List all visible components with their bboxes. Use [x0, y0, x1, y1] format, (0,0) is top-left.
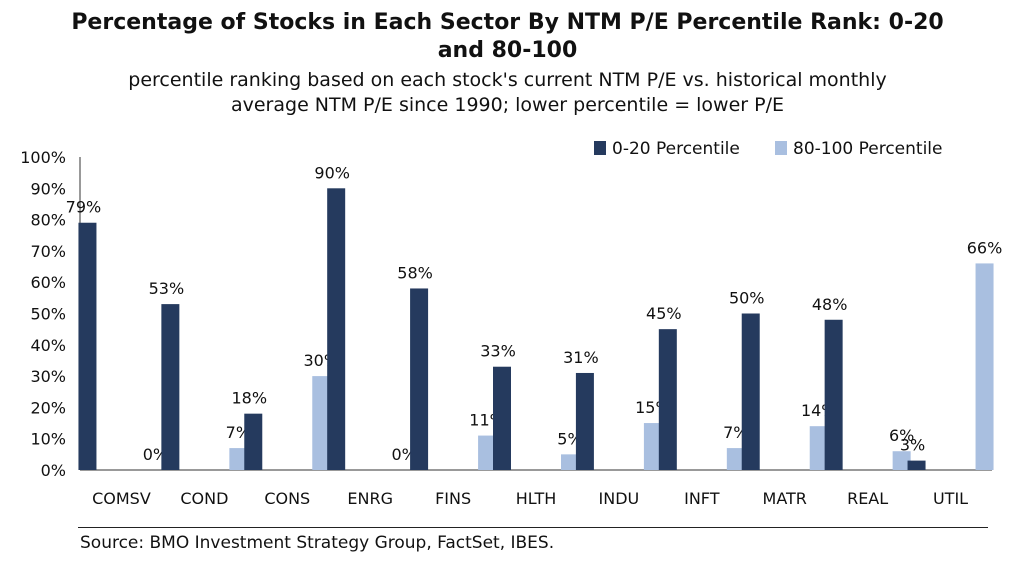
- bar-low-indu: [575, 372, 594, 470]
- bar-high-fins: [478, 435, 497, 470]
- bar-high-hlth: [561, 454, 579, 470]
- x-tick-label: REAL: [847, 489, 888, 508]
- y-tick-label: 0%: [41, 461, 66, 480]
- footer-divider: [78, 527, 988, 528]
- x-tick-label: COND: [180, 489, 228, 508]
- data-label: 58%: [397, 263, 433, 282]
- legend-label: 0-20 Percentile: [612, 139, 740, 159]
- y-tick-label: 20%: [30, 398, 66, 417]
- bar-high-indu: [643, 423, 662, 470]
- bar-high-util: [975, 263, 994, 470]
- bar-high-cons: [312, 376, 331, 470]
- bar-high-real: [892, 451, 911, 470]
- y-tick-label: 40%: [30, 336, 66, 355]
- source-note: Source: BMO Investment Strategy Group, F…: [80, 533, 555, 553]
- bar-low-real: [824, 319, 843, 470]
- y-tick-label: 50%: [30, 305, 66, 324]
- data-label: 45%: [646, 304, 682, 323]
- x-tick-label: MATR: [763, 489, 807, 508]
- bar-low-hlth: [493, 366, 511, 470]
- data-label: 50%: [729, 289, 765, 308]
- data-label: 3%: [900, 436, 925, 455]
- y-tick-label: 30%: [30, 367, 66, 386]
- y-tick-label: 100%: [20, 148, 66, 167]
- x-tick-label: INDU: [599, 489, 640, 508]
- bar-high-inft: [726, 448, 745, 470]
- x-tick-label: HLTH: [516, 489, 557, 508]
- x-tick-label: UTIL: [933, 489, 968, 508]
- y-tick-label: 10%: [30, 430, 66, 449]
- chart-subtitle-line1: percentile ranking based on each stock's…: [128, 69, 887, 91]
- x-tick-label: COMSV: [92, 489, 151, 508]
- legend-swatch-low: [594, 141, 606, 155]
- bar-high-cond: [229, 448, 248, 470]
- legend-swatch-high: [775, 141, 787, 155]
- x-tick-label: FINS: [435, 489, 471, 508]
- bar-high-matr: [809, 426, 828, 470]
- x-tick-label: CONS: [264, 489, 310, 508]
- data-label: 31%: [563, 348, 599, 367]
- data-label: 79%: [66, 198, 102, 217]
- data-label: 66%: [967, 238, 1003, 257]
- bar-low-enrg: [327, 188, 346, 471]
- y-tick-label: 90%: [30, 179, 66, 198]
- y-tick-label: 70%: [30, 242, 66, 261]
- y-tick-label: 60%: [30, 273, 66, 292]
- data-label: 90%: [314, 163, 350, 182]
- chart-subtitle-line2: average NTM P/E since 1990; lower percen…: [230, 94, 784, 116]
- data-label: 6%: [889, 426, 914, 445]
- data-label: 48%: [812, 295, 848, 314]
- y-tick-label: 80%: [30, 211, 66, 230]
- data-label: 33%: [480, 342, 516, 361]
- bar-low-cond: [161, 304, 180, 470]
- x-tick-label: ENRG: [347, 489, 393, 508]
- data-label: 53%: [149, 279, 185, 298]
- data-label: 18%: [231, 389, 267, 408]
- bar-low-matr: [741, 313, 760, 470]
- bar-low-inft: [658, 329, 677, 470]
- legend-label: 80-100 Percentile: [793, 139, 943, 159]
- bar-low-util: [907, 460, 926, 470]
- chart-title-line2: and 80-100: [437, 38, 578, 63]
- bar-low-comsv: [78, 222, 97, 470]
- bar-low-fins: [410, 288, 429, 470]
- bar-low-cons: [244, 413, 263, 470]
- x-tick-label: INFT: [684, 489, 720, 508]
- chart-title-line1: Percentage of Stocks in Each Sector By N…: [71, 10, 944, 35]
